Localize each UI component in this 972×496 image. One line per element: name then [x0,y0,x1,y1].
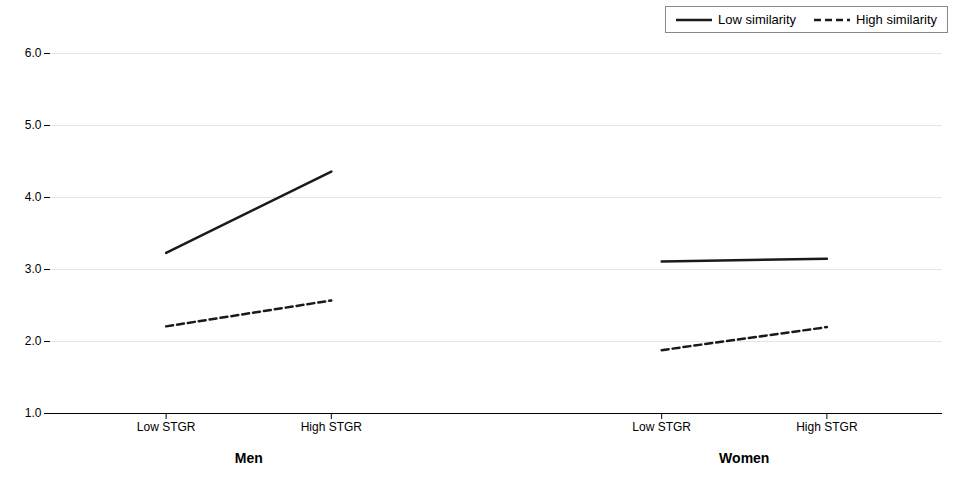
svg-text:3.0: 3.0 [25,262,42,276]
svg-text:High STGR: High STGR [301,420,363,434]
svg-text:Women: Women [719,450,769,466]
svg-text:Men: Men [235,450,263,466]
html-text:Low similarity: Low similarity [718,12,797,27]
svg-text:1.0: 1.0 [25,406,42,420]
svg-text:Low STGR: Low STGR [632,420,691,434]
svg-text:High STGR: High STGR [796,420,858,434]
svg-text:4.0: 4.0 [25,190,42,204]
svg-text:Low STGR: Low STGR [137,420,196,434]
svg-text:6.0: 6.0 [25,46,42,60]
svg-text:5.0: 5.0 [25,118,42,132]
svg-text:2.0: 2.0 [25,334,42,348]
html-text:High similarity: High similarity [856,12,937,27]
